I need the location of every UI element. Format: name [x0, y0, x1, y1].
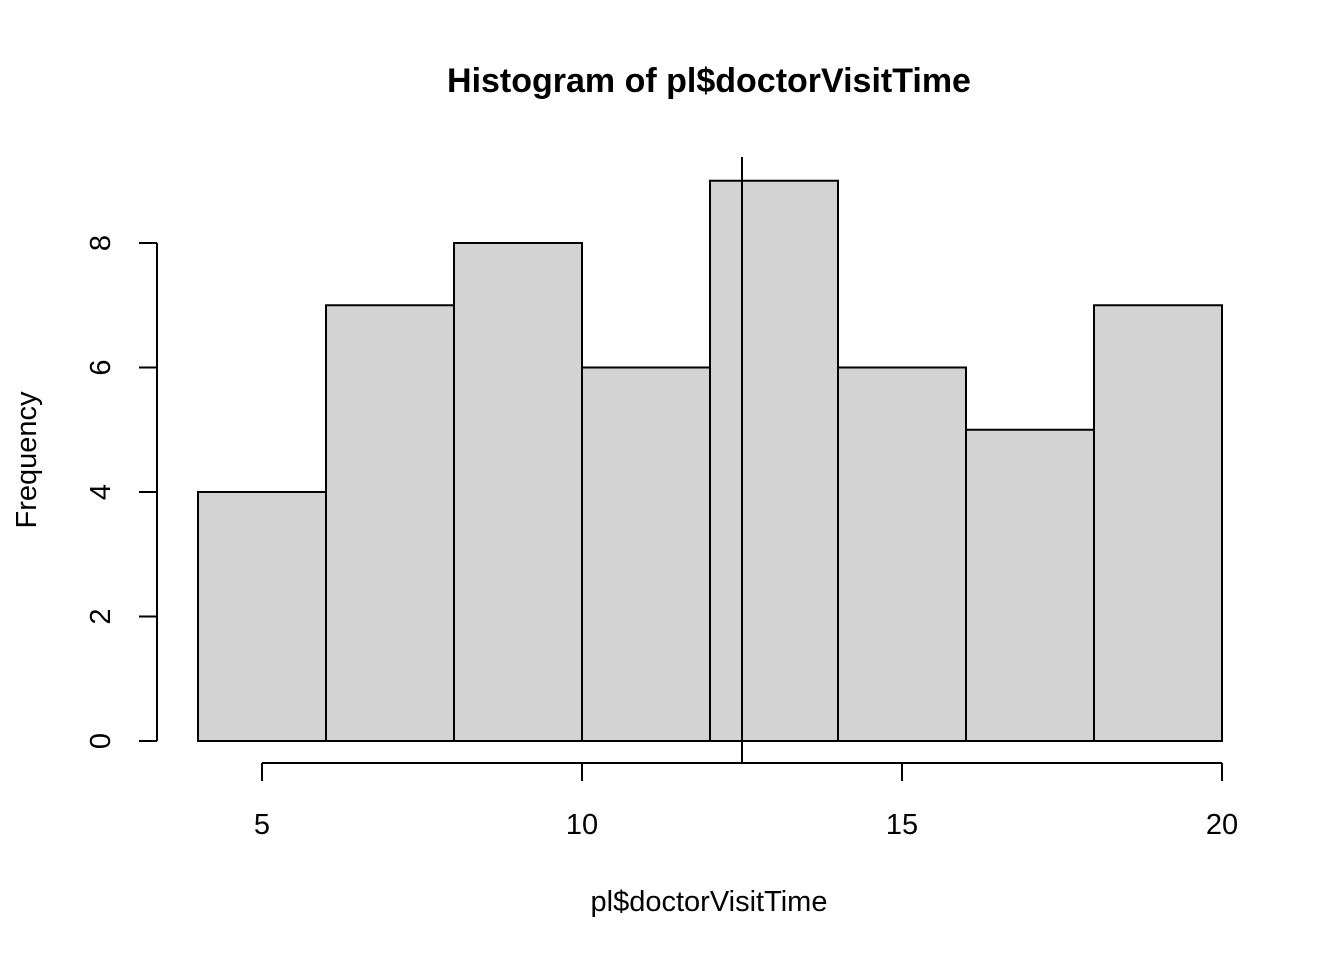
chart-title: Histogram of pl$doctorVisitTime: [447, 62, 971, 100]
x-tick-label-15: 15: [886, 809, 918, 841]
histogram-bar-2: [453, 242, 583, 742]
bars-group: [197, 179, 1223, 742]
y-axis-label: Frequency: [11, 391, 43, 529]
y-axis: 0 2 4 6 8: [85, 235, 158, 749]
x-axis-label: pl$doctorVisitTime: [591, 886, 828, 918]
histogram-bar-6: [965, 428, 1095, 742]
x-axis: 5 10 15 20: [254, 762, 1238, 841]
y-tick-label-0: 0: [85, 733, 117, 749]
x-tick-label-10: 10: [566, 809, 598, 841]
x-tick-label-5: 5: [254, 809, 270, 841]
y-tick-label-6: 6: [85, 359, 117, 375]
histogram-bar-7: [1093, 304, 1223, 742]
histogram-bar-4: [709, 179, 839, 742]
histogram-bar-0: [197, 491, 327, 742]
x-tick-label-20: 20: [1206, 809, 1238, 841]
y-tick-label-8: 8: [85, 235, 117, 251]
histogram-bar-1: [325, 304, 455, 742]
y-tick-label-2: 2: [85, 608, 117, 624]
histogram-bar-5: [837, 366, 967, 742]
histogram-bar-3: [581, 366, 711, 742]
y-tick-label-4: 4: [85, 484, 117, 500]
